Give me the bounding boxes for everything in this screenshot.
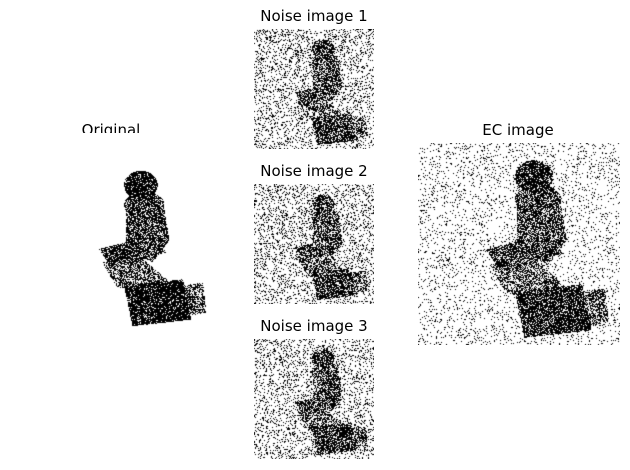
noise-image-1 [254, 29, 374, 149]
noise-image-1-title: Noise image 1 [260, 7, 368, 25]
ec-image [418, 143, 620, 345]
noise-image-3-title: Noise image 3 [260, 317, 368, 335]
noise-image-2 [254, 184, 374, 304]
ec-image-title: EC image [482, 121, 554, 139]
noise-image-2-title: Noise image 2 [260, 162, 368, 180]
original-image [6, 133, 216, 343]
noise-image-3 [254, 339, 374, 459]
